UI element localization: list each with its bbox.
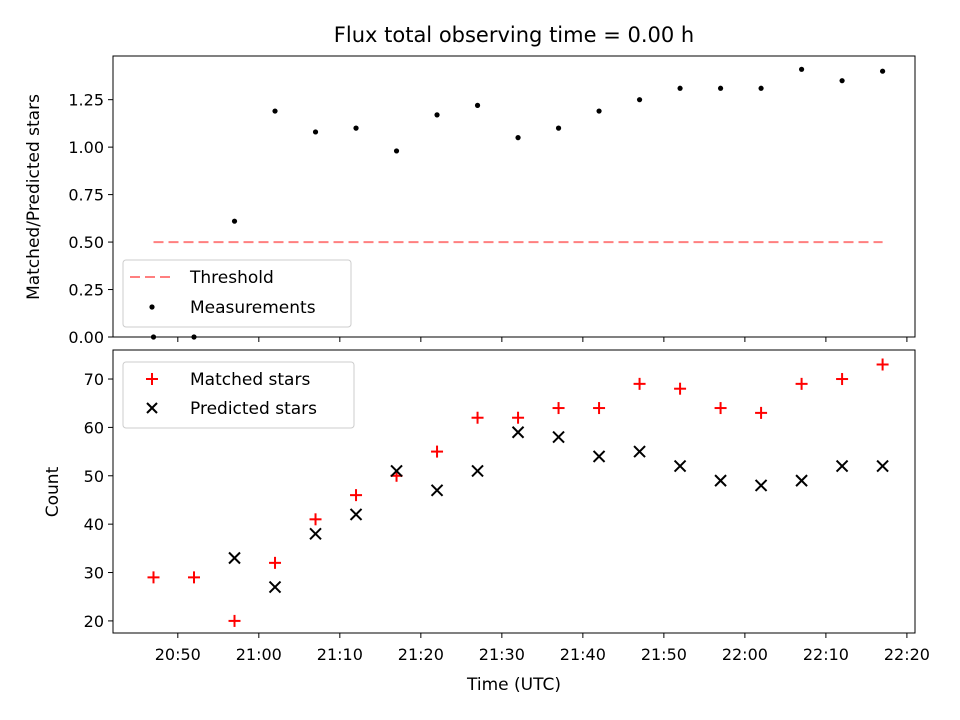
predicted-star-point <box>430 484 444 497</box>
predicted-star-point <box>511 426 525 439</box>
bottom-chart-ylabel: Count <box>43 466 63 517</box>
top-legend: Threshold Measurements <box>122 259 352 328</box>
bottom-ytick-label: 40 <box>84 515 104 534</box>
predicted-star-point <box>390 464 403 478</box>
legend-predicted-label: Predicted stars <box>190 399 317 419</box>
top-ytick-label: 1.25 <box>68 91 104 110</box>
measurement-point <box>353 125 359 131</box>
matched-star-point <box>552 402 565 415</box>
measurement-point <box>879 68 886 74</box>
top-axes-frame <box>112 55 916 338</box>
matched-star-point <box>188 571 201 584</box>
legend-measurements-label: Measurements <box>190 298 316 318</box>
bottom-plot-area: 20 30 40 50 60 70 20:50 21:00 21:10 21:20 21:30 21:… <box>84 349 930 664</box>
matched-star-point <box>593 402 606 415</box>
matched-star-point <box>147 571 160 584</box>
measurement-point <box>717 85 724 91</box>
measurement-point <box>758 85 764 91</box>
predicted-star-point <box>268 580 282 594</box>
measurement-point <box>434 112 440 118</box>
bottom-ytick-label: 50 <box>84 467 104 486</box>
top-ytick-label: 0.75 <box>68 186 104 205</box>
bottom-xtick-label: 21:30 <box>479 645 525 664</box>
legend-measurements-swatch <box>149 304 155 310</box>
predicted-star-point <box>754 479 768 492</box>
predicted-star-point <box>714 474 727 487</box>
top-chart-ylabel: Matched/Predicted stars <box>24 94 44 300</box>
bottom-xtick-label: 21:00 <box>236 645 282 664</box>
top-ytick-label: 0.00 <box>68 328 104 347</box>
predicted-star-point <box>228 551 241 565</box>
bottom-xtick-label: 22:20 <box>884 645 930 664</box>
legend-threshold-label: Threshold <box>189 268 274 288</box>
matched-star-point <box>755 406 768 419</box>
predicted-star-point <box>633 445 646 458</box>
matched-star-point <box>431 445 444 458</box>
matched-star-point <box>674 382 687 395</box>
predicted-star-point <box>673 459 687 473</box>
bottom-ytick-label: 70 <box>84 370 104 389</box>
predicted-star-point <box>876 459 889 473</box>
matched-star-point <box>350 489 363 502</box>
top-legend-box <box>122 259 352 328</box>
measurement-point <box>393 148 400 154</box>
matched-star-point <box>876 358 889 371</box>
bottom-axes-frame <box>112 349 916 634</box>
bottom-legend-box <box>122 361 355 429</box>
measurement-point <box>474 102 481 108</box>
bottom-ytick-label: 60 <box>84 418 104 437</box>
bottom-xtick-label: 22:10 <box>803 645 849 664</box>
bottom-xtick-label: 22:00 <box>722 645 768 664</box>
measurement-point <box>231 218 238 224</box>
bottom-ytick-label: 30 <box>84 564 104 583</box>
predicted-star-point <box>835 459 849 473</box>
matched-star-point <box>269 556 282 569</box>
bottom-chart-xlabel: Time (UTC) <box>466 675 561 695</box>
top-ytick-label: 0.25 <box>68 281 104 300</box>
predicted-star-point <box>471 464 484 478</box>
measurement-point <box>555 125 562 131</box>
bottom-xtick-label: 21:40 <box>560 645 606 664</box>
measurement-point <box>312 129 319 135</box>
predicted-star-point <box>795 474 808 487</box>
matched-star-point <box>228 614 241 627</box>
matched-star-point <box>795 377 808 390</box>
matched-star-point <box>471 411 484 424</box>
legend-matched-swatch <box>146 373 158 385</box>
top-chart-title: Flux total observing time = 0.00 h <box>334 23 694 47</box>
top-plot-area: 0.00 0.25 0.50 0.75 1.00 1.25 <box>68 55 916 347</box>
measurement-point <box>636 97 643 103</box>
bottom-xtick-label: 21:10 <box>317 645 363 664</box>
bottom-xtick-label: 21:20 <box>398 645 444 664</box>
matched-star-point <box>836 373 849 386</box>
matched-star-point <box>633 377 646 390</box>
legend-predicted-swatch <box>146 402 158 414</box>
measurement-point <box>596 108 602 114</box>
bottom-xtick-label: 20:50 <box>155 645 201 664</box>
bottom-xtick-label: 21:50 <box>641 645 687 664</box>
matched-star-point <box>512 411 525 424</box>
legend-matched-label: Matched stars <box>190 370 310 390</box>
measurement-point <box>839 78 845 84</box>
top-ytick-label: 0.50 <box>68 233 104 252</box>
measurement-point <box>515 135 521 141</box>
bottom-legend: Matched stars Predicted stars <box>122 361 355 429</box>
bottom-ytick-label: 20 <box>84 612 104 631</box>
predicted-star-point <box>552 430 565 444</box>
measurement-point <box>677 85 683 91</box>
predicted-star-point <box>309 527 322 541</box>
matched-star-point <box>714 402 727 415</box>
predicted-star-point <box>349 508 363 521</box>
matched-star-point <box>309 513 322 526</box>
predicted-star-point <box>592 450 606 463</box>
top-ytick-label: 1.00 <box>68 138 104 157</box>
measurement-point <box>798 66 805 72</box>
measurement-point <box>272 108 278 114</box>
